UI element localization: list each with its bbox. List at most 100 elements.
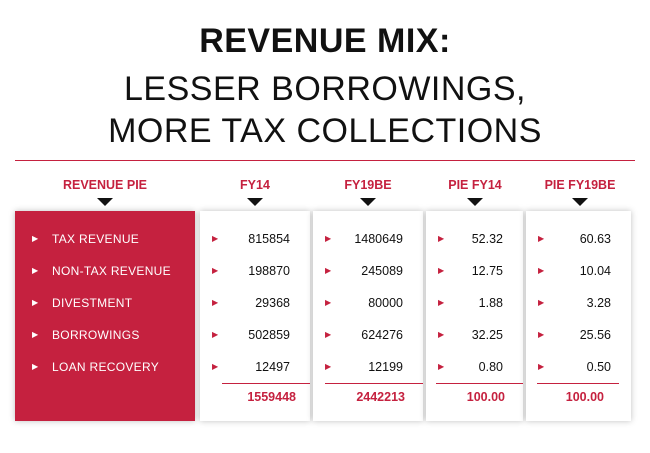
table-cell: ▶ 0.50 — [526, 357, 631, 377]
triangle-right-icon: ▶ — [538, 266, 545, 275]
triangle-right-icon: ▶ — [438, 234, 445, 243]
cell-value: 3.28 — [586, 296, 611, 310]
triangle-right-icon: ▶ — [32, 266, 39, 275]
fy19be-column-panel — [313, 211, 423, 421]
triangle-down-icon — [360, 198, 376, 206]
table-cell: ▶ 0.80 — [426, 357, 523, 377]
cell-value: 624276 — [361, 328, 403, 342]
cell-value: 52.32 — [471, 232, 503, 246]
table-cell: ▶ 32.25 — [426, 325, 523, 345]
table-cell: ▶ 29368 — [200, 293, 310, 313]
table-cell: ▶ 1.88 — [426, 293, 523, 313]
triangle-right-icon: ▶ — [32, 298, 39, 307]
header-label: FY14 — [240, 178, 270, 192]
row-label: NON-TAX REVENUE — [52, 264, 171, 278]
pie-fy19be-column-panel — [526, 211, 631, 421]
table-cell: ▶ 12497 — [200, 357, 310, 377]
table-cell: ▶ 10.04 — [526, 261, 631, 281]
totals-separator — [222, 383, 310, 384]
divider — [15, 160, 635, 161]
triangle-right-icon: ▶ — [212, 298, 219, 307]
triangle-down-icon — [467, 198, 483, 206]
cell-value: 245089 — [361, 264, 403, 278]
cell-value: 12199 — [368, 360, 403, 374]
triangle-right-icon: ▶ — [438, 266, 445, 275]
cell-value: 60.63 — [579, 232, 611, 246]
table-cell: ▶ 1480649 — [313, 229, 423, 249]
triangle-right-icon: ▶ — [325, 298, 332, 307]
totals-separator — [325, 383, 423, 384]
cell-value: 25.56 — [579, 328, 611, 342]
table-row-label: ▶ BORROWINGS — [15, 325, 195, 345]
cell-value: 80000 — [368, 296, 403, 310]
table-row-label: ▶ LOAN RECOVERY — [15, 357, 195, 377]
table-cell: ▶ 80000 — [313, 293, 423, 313]
page-title-line-3: MORE TAX COLLECTIONS — [108, 112, 542, 150]
row-labels-panel — [15, 211, 195, 421]
triangle-right-icon: ▶ — [212, 330, 219, 339]
header-pie-fy14: PIE FY14 — [420, 178, 530, 208]
table-row-label: ▶ TAX REVENUE — [15, 229, 195, 249]
total-pie-fy19be: 100.00 — [565, 390, 604, 404]
cell-value: 12497 — [255, 360, 290, 374]
header-label: REVENUE PIE — [62, 178, 148, 192]
table-cell: ▶ 12.75 — [426, 261, 523, 281]
table-cell: ▶ 245089 — [313, 261, 423, 281]
cell-value: 815854 — [248, 232, 290, 246]
triangle-right-icon: ▶ — [325, 234, 332, 243]
table-cell: ▶ 3.28 — [526, 293, 631, 313]
triangle-right-icon: ▶ — [32, 330, 39, 339]
triangle-down-icon — [247, 198, 263, 206]
table-cell: ▶ 198870 — [200, 261, 310, 281]
header-pie-fy19be: PIE FY19BE — [525, 178, 635, 208]
header-fy19be: FY19BE — [313, 178, 423, 208]
triangle-right-icon: ▶ — [212, 266, 219, 275]
table-row-label: ▶ NON-TAX REVENUE — [15, 261, 195, 281]
triangle-right-icon: ▶ — [325, 362, 332, 371]
cell-value: 32.25 — [471, 328, 503, 342]
triangle-right-icon: ▶ — [438, 298, 445, 307]
cell-value: 198870 — [248, 264, 290, 278]
table-cell: ▶ 25.56 — [526, 325, 631, 345]
total-fy19be: 2442213 — [356, 390, 405, 404]
fy14-column-panel — [200, 211, 310, 421]
triangle-right-icon: ▶ — [538, 362, 545, 371]
page-title-line-2: LESSER BORROWINGS, — [124, 70, 526, 108]
cell-value: 502859 — [248, 328, 290, 342]
triangle-right-icon: ▶ — [538, 298, 545, 307]
page-title-line-1: REVENUE MIX: — [199, 22, 451, 60]
triangle-right-icon: ▶ — [438, 362, 445, 371]
triangle-right-icon: ▶ — [32, 362, 39, 371]
triangle-right-icon: ▶ — [438, 330, 445, 339]
triangle-down-icon — [97, 198, 113, 206]
header-label: FY19BE — [344, 178, 392, 192]
table-cell: ▶ 52.32 — [426, 229, 523, 249]
table-cell: ▶ 624276 — [313, 325, 423, 345]
table-cell: ▶ 502859 — [200, 325, 310, 345]
table-cell: ▶ 12199 — [313, 357, 423, 377]
header-label: PIE FY14 — [448, 178, 502, 192]
triangle-right-icon: ▶ — [212, 362, 219, 371]
triangle-right-icon: ▶ — [325, 266, 332, 275]
cell-value: 12.75 — [471, 264, 503, 278]
cell-value: 10.04 — [579, 264, 611, 278]
cell-value: 1480649 — [354, 232, 403, 246]
header-label: PIE FY19BE — [544, 178, 616, 192]
triangle-right-icon: ▶ — [212, 234, 219, 243]
row-label: DIVESTMENT — [52, 296, 133, 310]
header-fy14: FY14 — [200, 178, 310, 208]
total-pie-fy14: 100.00 — [466, 390, 505, 404]
triangle-right-icon: ▶ — [538, 234, 545, 243]
totals-separator — [436, 383, 523, 384]
triangle-right-icon: ▶ — [32, 234, 39, 243]
cell-value: 0.80 — [478, 360, 503, 374]
pie-fy14-column-panel — [426, 211, 523, 421]
header-revenue-pie: REVENUE PIE — [15, 178, 195, 208]
row-label: LOAN RECOVERY — [52, 360, 160, 374]
table-row-label: ▶ DIVESTMENT — [15, 293, 195, 313]
triangle-right-icon: ▶ — [538, 330, 545, 339]
table-cell: ▶ 815854 — [200, 229, 310, 249]
total-fy14: 1559448 — [247, 390, 296, 404]
triangle-right-icon: ▶ — [325, 330, 332, 339]
totals-separator — [537, 383, 619, 384]
